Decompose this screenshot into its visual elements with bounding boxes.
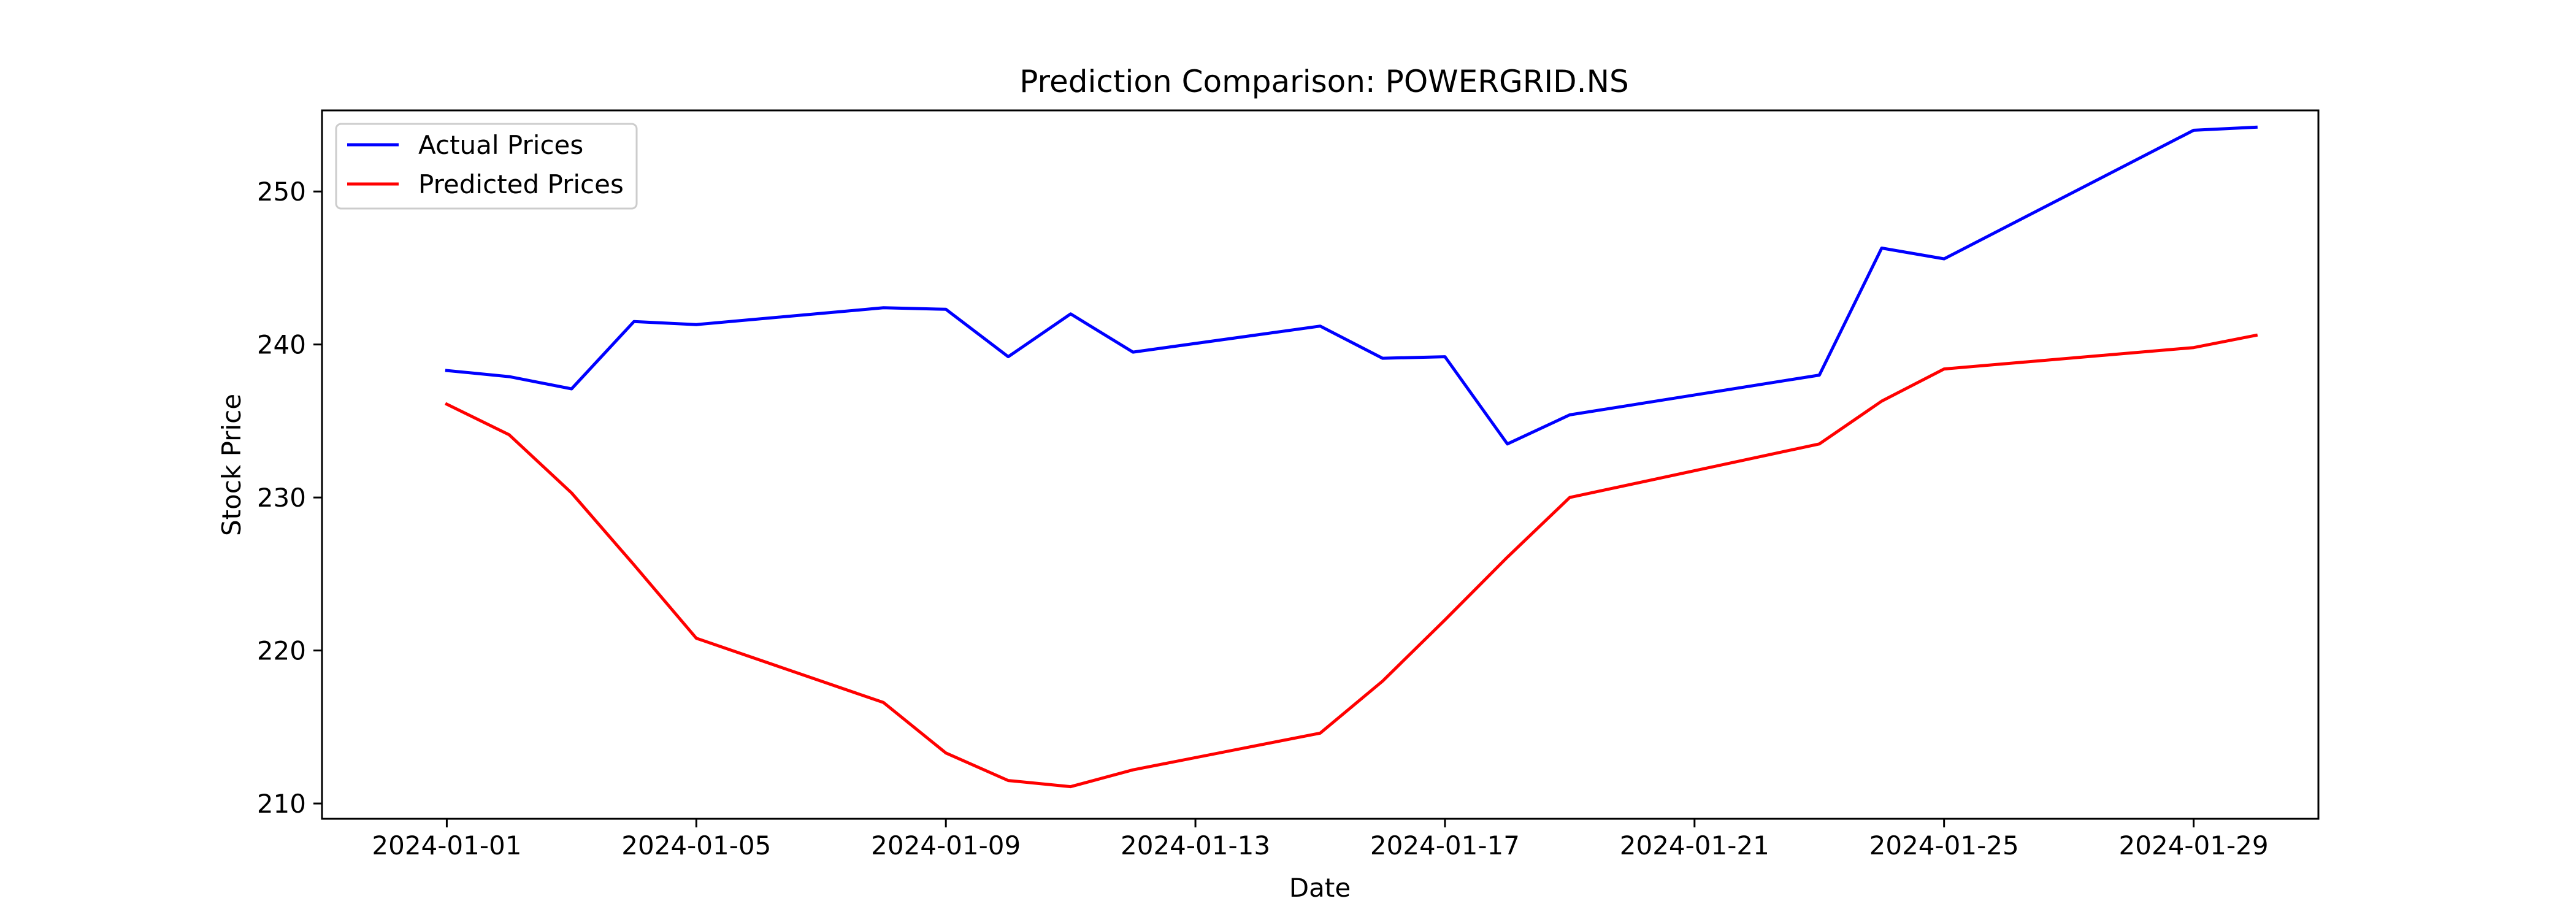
y-tick-label: 230	[257, 483, 306, 513]
y-tick-label: 240	[257, 330, 306, 360]
y-axis: 210 220 230 240 250	[257, 177, 322, 819]
x-tick-label: 2024-01-25	[1869, 830, 2019, 861]
series-layer	[445, 125, 2258, 789]
x-tick-label: 2024-01-05	[621, 830, 771, 861]
y-tick-label: 210	[257, 789, 306, 819]
y-tick-label: 250	[257, 177, 306, 207]
series-line-predicted-prices	[445, 333, 2258, 789]
x-tick-label: 2024-01-09	[871, 830, 1021, 861]
x-axis-label: Date	[1289, 873, 1351, 903]
y-axis-label: Stock Price	[217, 394, 247, 536]
y-tick-label: 220	[257, 636, 306, 666]
x-tick-label: 2024-01-29	[2119, 830, 2269, 861]
legend-label-actual-prices: Actual Prices	[418, 130, 583, 160]
x-axis: 2024-01-01 2024-01-05 2024-01-09 2024-01-13…	[372, 819, 2269, 861]
series-line-actual-prices	[445, 125, 2258, 446]
legend-label-predicted-prices: Predicted Prices	[418, 169, 624, 199]
x-tick-label: 2024-01-13	[1121, 830, 1270, 861]
legend-box	[335, 123, 638, 210]
plot-frame	[321, 109, 2320, 820]
legend: Actual Prices Predicted Prices	[335, 123, 638, 210]
x-tick-label: 2024-01-01	[372, 830, 521, 861]
chart-title: Prediction Comparison: POWERGRID.NS	[1019, 64, 1628, 99]
x-tick-label: 2024-01-17	[1370, 830, 1520, 861]
x-tick-label: 2024-01-21	[1620, 830, 1769, 861]
